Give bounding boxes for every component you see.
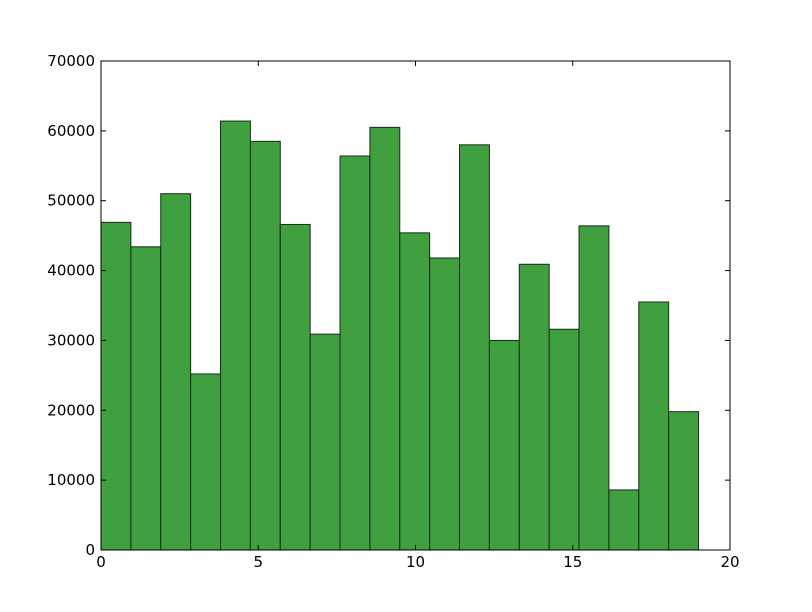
y-tick-label: 40000 bbox=[47, 262, 95, 280]
y-tick-label: 20000 bbox=[47, 401, 95, 419]
bar bbox=[100, 221, 132, 551]
bar bbox=[190, 373, 222, 551]
bar bbox=[369, 126, 401, 551]
bar bbox=[488, 339, 520, 551]
x-tick-label: 15 bbox=[563, 553, 582, 571]
x-tick-label: 5 bbox=[253, 553, 263, 571]
bar bbox=[249, 140, 281, 551]
bar bbox=[279, 223, 311, 551]
bar bbox=[309, 333, 341, 551]
y-tick-label: 50000 bbox=[47, 192, 95, 210]
bar bbox=[160, 193, 192, 551]
bar bbox=[548, 328, 580, 551]
bar bbox=[459, 144, 490, 551]
bar bbox=[220, 120, 251, 551]
y-tick-label: 70000 bbox=[47, 52, 95, 70]
bar bbox=[668, 411, 700, 551]
bar bbox=[608, 489, 640, 551]
bar bbox=[518, 263, 550, 551]
bar bbox=[638, 301, 670, 551]
x-tick-label: 20 bbox=[720, 553, 739, 571]
y-tick-label: 60000 bbox=[47, 122, 95, 140]
bar bbox=[578, 225, 610, 551]
y-tick-label: 0 bbox=[85, 541, 95, 559]
bar bbox=[339, 155, 371, 551]
y-tick-label: 10000 bbox=[47, 471, 95, 489]
x-tick-label: 0 bbox=[96, 553, 106, 571]
bar bbox=[429, 257, 461, 551]
x-tick-label: 10 bbox=[406, 553, 425, 571]
bar bbox=[399, 232, 431, 551]
bar bbox=[130, 246, 162, 551]
y-tick-label: 30000 bbox=[47, 331, 95, 349]
